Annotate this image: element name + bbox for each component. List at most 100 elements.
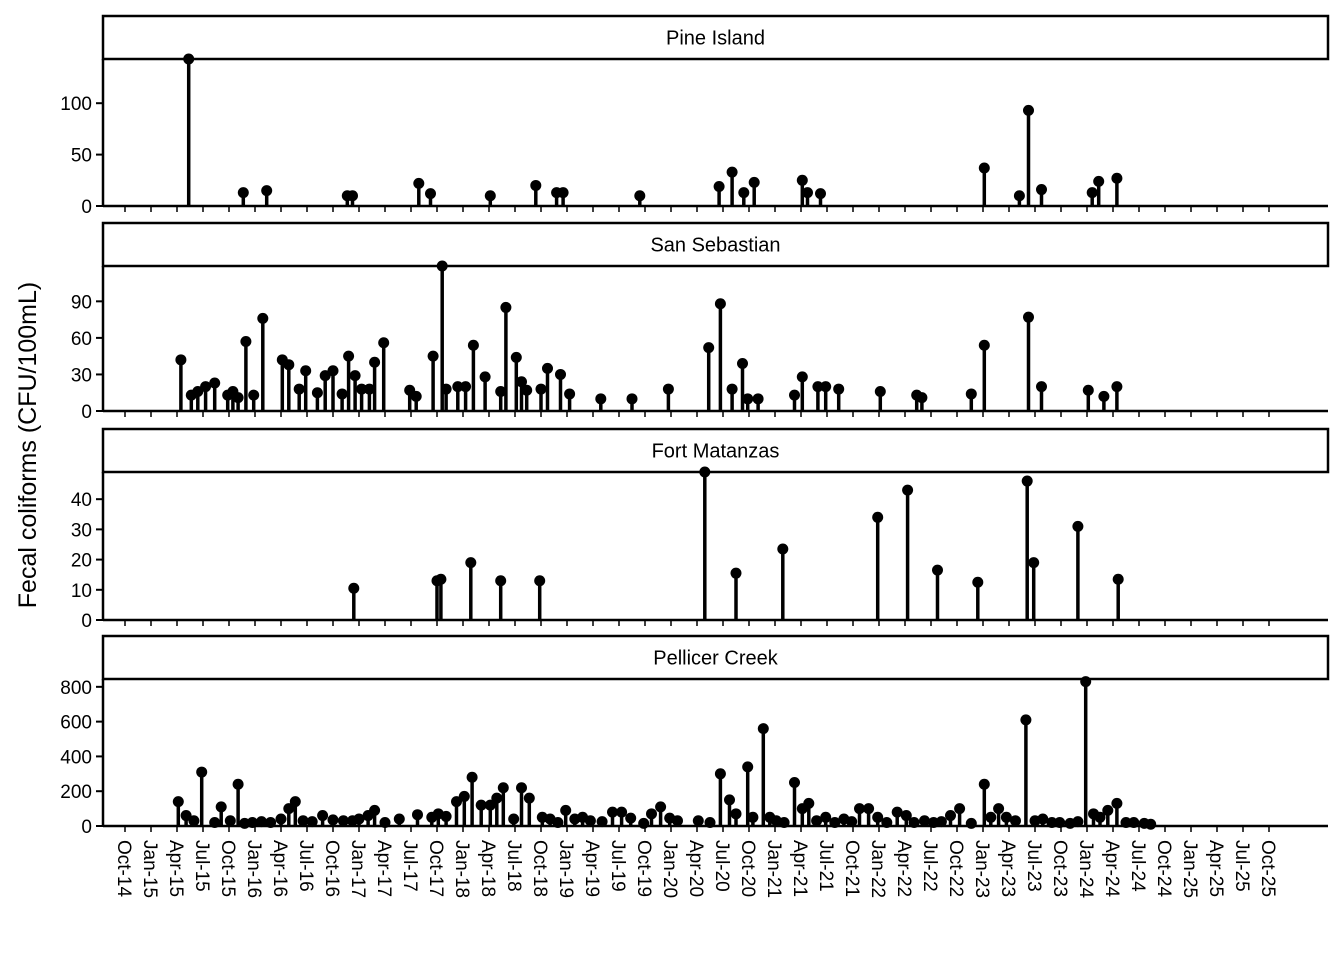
lollipop-point — [479, 371, 491, 383]
lollipop-point — [200, 381, 212, 393]
lollipop-point — [317, 810, 329, 822]
lollipop-point — [516, 782, 527, 794]
lollipop-point — [560, 804, 572, 816]
lollipop-point — [1111, 797, 1123, 809]
lollipop-point — [714, 768, 726, 780]
lollipop-point — [704, 817, 716, 829]
lollipop-point — [1072, 816, 1084, 828]
lollipop-point — [724, 794, 735, 806]
y-tick-label: 0 — [81, 817, 92, 838]
lollipop-point — [557, 187, 569, 199]
x-tick-label: Apr-24 — [1101, 840, 1122, 897]
lollipop-point — [742, 761, 754, 773]
lollipop-point — [616, 806, 628, 818]
strip-box — [101, 14, 1330, 61]
lollipop-point — [1112, 573, 1124, 585]
lollipop-point — [1020, 714, 1032, 726]
lollipop-point — [1023, 104, 1034, 116]
lollipop-point — [425, 188, 436, 200]
lollipop-point — [1021, 475, 1033, 487]
lollipop-point — [726, 166, 738, 178]
lollipop-point — [484, 799, 496, 811]
x-tick-label: Oct-15 — [217, 840, 238, 897]
x-tick-label: Jan-17 — [347, 840, 368, 898]
lollipop-point — [1080, 676, 1092, 688]
lollipop-point — [932, 564, 943, 576]
x-tick-label: Jul-22 — [919, 840, 940, 892]
lollipop-point — [655, 801, 667, 813]
lollipop-point — [555, 368, 566, 380]
x-tick-label: Apr-25 — [1205, 840, 1226, 897]
lollipop-point — [811, 815, 823, 827]
lollipop-point — [829, 817, 841, 829]
x-tick-label: Jan-22 — [867, 840, 888, 898]
y-tick-label: 100 — [60, 94, 92, 115]
lollipop-point — [881, 817, 893, 829]
lollipop-point — [458, 790, 470, 802]
x-tick-label: Jan-20 — [659, 840, 680, 898]
lollipop-point — [919, 815, 930, 827]
x-tick-label: Jul-23 — [1023, 840, 1044, 892]
lollipop-point — [327, 814, 339, 826]
lollipop-point — [902, 484, 914, 496]
lollipop-point — [730, 808, 742, 820]
lollipop-point — [542, 362, 553, 374]
x-axis: Oct-14 Jan-15 Apr-15 Jul-15 Oct-15 Jan-16 Apr-… — [113, 840, 1278, 899]
y-tick-label: 30 — [71, 365, 92, 386]
lollipop-point — [730, 567, 742, 579]
lollipop-point — [789, 777, 800, 789]
lollipop-point — [965, 817, 977, 829]
lollipop-point — [796, 174, 808, 186]
lollipop-point — [378, 337, 390, 349]
y-tick-label: 30 — [71, 520, 92, 541]
lollipop-point — [265, 817, 277, 829]
y-tick-label: 0 — [81, 197, 92, 218]
lollipop-point — [300, 365, 312, 377]
x-tick-label: Apr-18 — [477, 840, 498, 897]
lollipop-point — [713, 180, 725, 192]
panel-0: Pine Island 0 50 100 — [60, 14, 1330, 218]
strip-label: Pellicer Creek — [653, 648, 778, 670]
lollipop-point — [467, 339, 479, 351]
strip-box — [101, 221, 1330, 268]
x-tick-label: Jan-24 — [1075, 840, 1096, 899]
lollipop-point — [1098, 390, 1110, 402]
lollipop-point — [1120, 817, 1132, 829]
lollipop-point — [978, 339, 990, 351]
lollipop-point — [353, 813, 365, 825]
lollipop-point — [900, 810, 912, 822]
x-tick-label: Oct-20 — [737, 840, 758, 897]
x-tick-label: Apr-19 — [581, 840, 602, 897]
y-tick-label: 200 — [60, 782, 92, 803]
lollipop-point — [369, 356, 381, 368]
lollipop-point — [692, 815, 704, 827]
lollipop-point — [240, 336, 252, 348]
lollipop-point — [1082, 384, 1094, 396]
lollipop-point — [972, 576, 984, 588]
x-tick-label: Oct-16 — [321, 840, 342, 897]
x-tick-label: Oct-22 — [945, 840, 966, 897]
lollipop-point — [742, 393, 754, 405]
lollipop-point — [916, 392, 928, 404]
y-axis-label: Fecal coliforms (CFU/100mL) — [14, 282, 42, 608]
x-tick-label: Jan-15 — [139, 840, 160, 898]
lollipop-point — [978, 778, 990, 790]
x-tick-label: Jul-19 — [607, 840, 628, 892]
lollipop-point — [638, 817, 650, 829]
lollipop-point — [833, 383, 845, 395]
panel-2: Fort Matanzas 0 10 20 30 40 — [71, 427, 1330, 632]
lollipop-point — [699, 466, 711, 478]
lollipop-point — [349, 370, 361, 382]
lollipop-point — [224, 815, 236, 827]
lollipop-point — [196, 766, 208, 778]
x-tick-label: Jul-16 — [295, 840, 316, 892]
y-tick-label: 40 — [71, 490, 92, 511]
lollipop-point — [523, 792, 535, 804]
lollipop-point — [209, 817, 221, 829]
lollipop-point — [175, 354, 187, 366]
lollipop-point — [327, 365, 339, 377]
x-tick-label: Apr-22 — [893, 840, 914, 897]
lollipop-point — [435, 573, 447, 585]
